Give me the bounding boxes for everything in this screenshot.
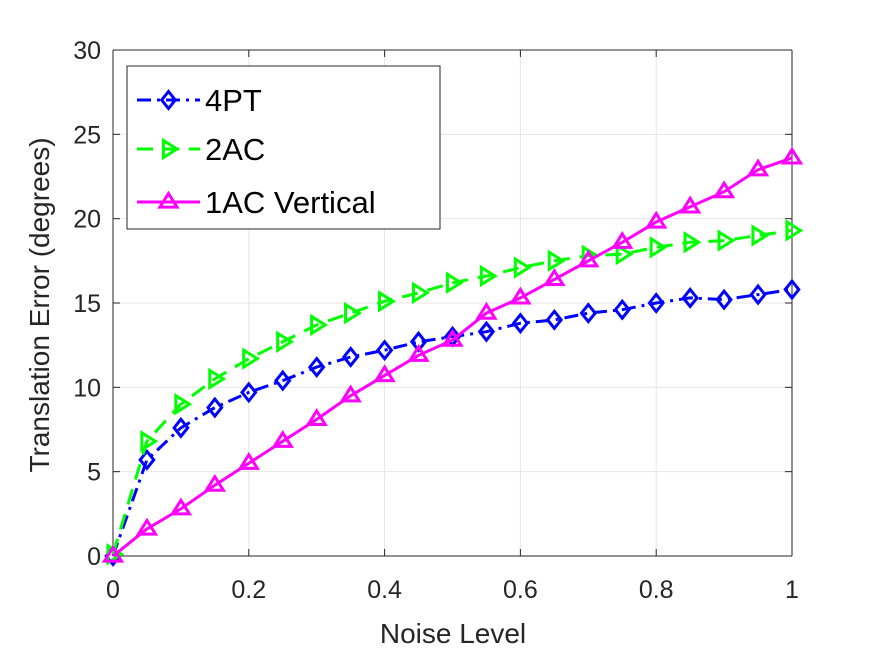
data-point-1ac-vertical	[373, 364, 396, 383]
data-point-2ac	[344, 301, 362, 325]
x-tick-label: 1	[785, 576, 799, 604]
data-point-4pt	[647, 292, 665, 314]
data-point-1ac-vertical	[441, 328, 464, 347]
data-point-2ac	[445, 271, 464, 294]
x-tick-label: 0.6	[503, 576, 538, 604]
data-point-4pt	[274, 369, 292, 392]
x-tick-label: 0.4	[367, 576, 402, 604]
data-point-2ac	[479, 264, 498, 288]
axes	[112, 49, 793, 557]
data-point-4pt	[579, 302, 598, 325]
y-axis-label: Translation Error (degrees)	[24, 137, 55, 472]
data-point-4pt	[545, 308, 564, 331]
legend-label-1ac-vertical: 1AC Vertical	[205, 185, 376, 220]
data-point-4pt	[409, 330, 428, 353]
data-point-1ac-vertical	[644, 210, 668, 229]
data-point-1ac-vertical	[339, 384, 362, 403]
data-point-2ac	[785, 219, 804, 242]
data-point-4pt	[477, 320, 496, 343]
legend: 4PT 2AC 1AC Vertical	[126, 65, 441, 230]
data-point-4pt	[375, 339, 394, 362]
data-point-4pt	[240, 381, 258, 404]
legend-label-4pt: 4PT	[205, 83, 262, 118]
data-point-4pt	[511, 312, 530, 335]
data-point-1ac-vertical	[780, 146, 804, 165]
series-line-2ac	[111, 229, 793, 555]
x-axis-label: Noise Level	[380, 618, 526, 649]
legend-label-2ac: 2AC	[205, 132, 265, 167]
data-point-1ac-vertical	[611, 230, 634, 249]
y-tick-label: 5	[87, 459, 101, 487]
x-tick-label: 0.2	[231, 576, 266, 604]
data-point-2ac	[683, 231, 702, 254]
data-point-1ac-vertical	[746, 158, 770, 177]
data-point-1ac-vertical	[135, 517, 159, 536]
data-point-2ac	[140, 430, 159, 453]
data-point-1ac-vertical	[101, 544, 125, 563]
data-point-4pt	[715, 288, 733, 311]
data-point-2ac	[378, 290, 396, 313]
data-point-2ac	[242, 347, 261, 370]
series-1ac-vertical	[101, 146, 804, 563]
y-tick-label: 25	[73, 121, 101, 149]
data-point-2ac	[751, 224, 770, 247]
data-point-1ac-vertical	[678, 195, 702, 214]
data-point-1ac-vertical	[271, 429, 294, 448]
x-tick-label: 0.8	[639, 576, 674, 604]
data-point-2ac	[649, 236, 668, 259]
data-point-1ac-vertical	[305, 408, 328, 426]
data-point-2ac	[717, 229, 736, 252]
data-point-1ac-vertical	[543, 268, 566, 286]
data-point-4pt	[172, 416, 190, 439]
data-point-4pt	[307, 356, 326, 378]
data-point-1ac-vertical	[169, 497, 193, 516]
data-point-2ac	[615, 242, 634, 266]
data-point-2ac	[310, 313, 329, 337]
data-point-4pt	[613, 298, 631, 321]
y-tick-label: 15	[73, 290, 101, 318]
series-line-1ac-vertical	[112, 156, 793, 558]
data-point-4pt	[749, 283, 767, 306]
data-point-4pt	[138, 448, 156, 471]
data-point-1ac-vertical	[237, 451, 261, 470]
data-point-4pt	[341, 346, 360, 368]
legend-marker-1ac-vertical	[157, 190, 180, 209]
data-point-2ac	[276, 330, 295, 353]
data-point-1ac-vertical	[712, 180, 736, 199]
data-point-2ac	[411, 281, 430, 305]
data-point-1ac-vertical	[407, 343, 430, 362]
data-point-1ac-vertical	[475, 301, 498, 320]
legend-marker-4pt	[159, 89, 178, 111]
data-point-4pt	[206, 396, 224, 419]
x-tick-label: 0	[106, 576, 120, 604]
series-line-4pt	[111, 288, 793, 557]
data-point-1ac-vertical	[203, 473, 227, 492]
y-tick-label: 30	[73, 37, 101, 65]
data-point-2ac	[208, 367, 227, 391]
series-2ac	[106, 219, 804, 566]
data-point-2ac	[174, 392, 193, 416]
data-point-1ac-vertical	[509, 286, 532, 305]
data-point-2ac	[513, 256, 532, 279]
data-point-4pt	[681, 287, 699, 309]
data-point-1ac-vertical	[577, 249, 600, 268]
y-tick-label: 20	[73, 206, 101, 234]
data-point-4pt	[783, 278, 801, 301]
series-layer	[101, 146, 804, 567]
legend-marker-2ac	[161, 137, 180, 161]
y-tick-label: 10	[73, 374, 101, 402]
y-tick-label: 0	[87, 543, 101, 571]
data-point-2ac	[547, 249, 566, 273]
